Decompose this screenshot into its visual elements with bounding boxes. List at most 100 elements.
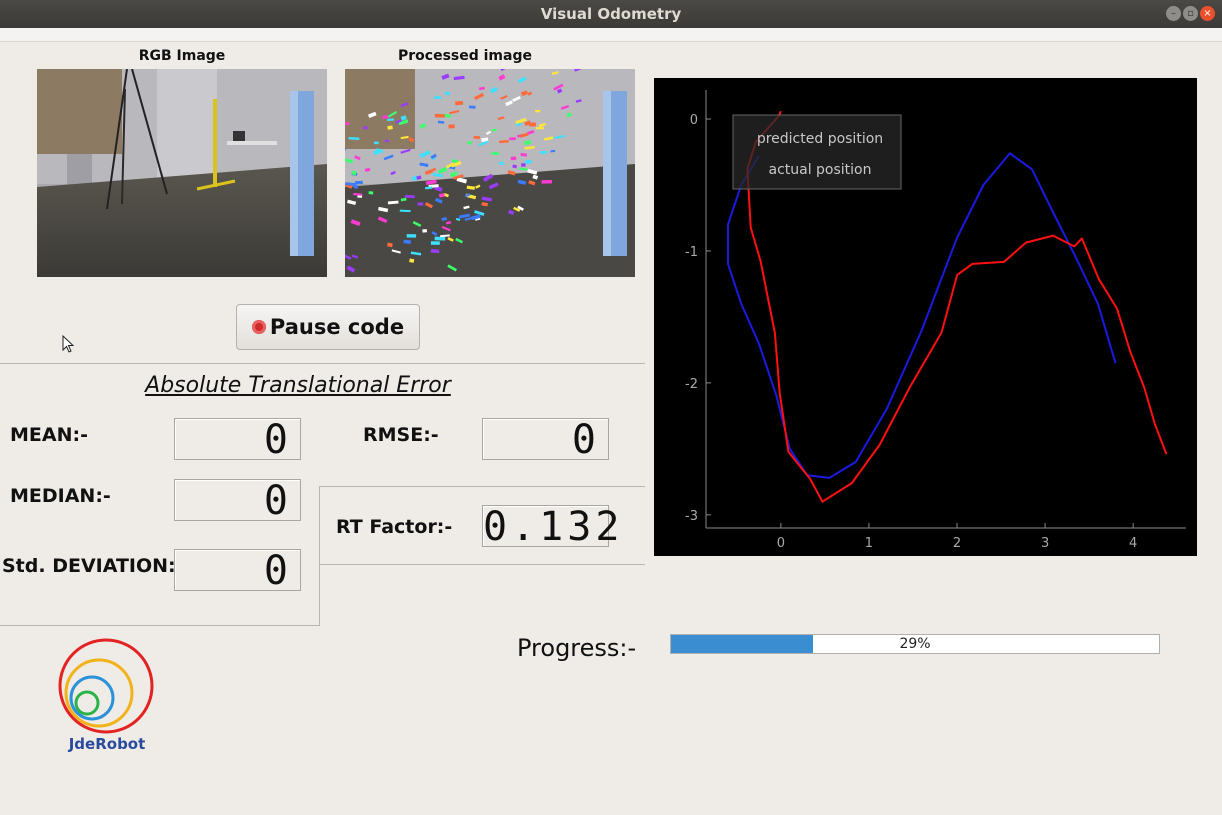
feature-mark xyxy=(527,168,538,175)
median-label: MEDIAN:- xyxy=(10,485,111,507)
window-title: Visual Odometry xyxy=(540,5,682,23)
feature-mark xyxy=(507,209,515,216)
feature-mark xyxy=(400,115,407,121)
feature-mark xyxy=(532,174,539,180)
feature-mark xyxy=(441,216,447,222)
feature-mark xyxy=(473,135,481,139)
feature-mark xyxy=(498,74,506,81)
feature-mark xyxy=(430,241,440,245)
feature-mark xyxy=(478,140,489,147)
feature-mark xyxy=(475,184,481,189)
feature-mark xyxy=(566,112,572,118)
feature-mark xyxy=(447,264,458,272)
feature-mark xyxy=(451,161,462,168)
feature-mark xyxy=(354,155,361,161)
feature-mark xyxy=(499,139,509,144)
feature-mark xyxy=(449,171,458,178)
feature-mark xyxy=(524,159,532,165)
feature-mark xyxy=(345,158,354,164)
feature-mark xyxy=(512,164,518,169)
close-button[interactable]: × xyxy=(1200,6,1215,21)
x-tick-label: 4 xyxy=(1129,536,1137,551)
feature-mark xyxy=(467,141,472,145)
median-value: 0 xyxy=(174,479,301,522)
feature-mark xyxy=(478,86,485,91)
feature-mark xyxy=(406,234,417,238)
feature-mark xyxy=(404,195,415,198)
progress-fill xyxy=(671,635,813,653)
feature-mark xyxy=(368,111,377,119)
feature-mark xyxy=(375,147,384,154)
feature-mark xyxy=(364,167,371,172)
feature-mark xyxy=(351,170,357,176)
feature-mark xyxy=(425,179,437,186)
feature-mark xyxy=(441,225,451,232)
feature-mark xyxy=(519,167,528,171)
std-deviation-label: Std. DEVIATION:- xyxy=(2,555,184,577)
feature-mark xyxy=(455,100,464,106)
feature-mark xyxy=(560,105,570,110)
feature-mark xyxy=(458,213,471,219)
actual-position-line xyxy=(746,110,1168,503)
feature-mark xyxy=(499,69,510,72)
trajectory-plot[interactable]: 0 1 2 3 4 0 -1 -2 -3 predicted position actual pos… xyxy=(654,78,1197,556)
feature-mark xyxy=(524,120,532,126)
feature-mark xyxy=(345,182,357,187)
feature-mark xyxy=(382,115,389,119)
std-deviation-value: 0 xyxy=(174,549,301,592)
rmse-value: 0 xyxy=(482,418,609,461)
feature-mark xyxy=(417,202,424,206)
feature-mark xyxy=(422,229,428,233)
y-tick-label: -3 xyxy=(685,509,698,524)
minimize-button[interactable]: – xyxy=(1166,6,1181,21)
feature-mark xyxy=(453,75,465,81)
feature-mark xyxy=(521,163,526,167)
divider xyxy=(319,486,320,626)
feature-mark xyxy=(489,86,498,94)
feature-mark xyxy=(517,205,524,211)
feature-mark xyxy=(447,237,454,242)
feature-mark xyxy=(541,180,552,184)
feature-mark xyxy=(438,193,445,198)
feature-mark xyxy=(538,122,546,128)
divider xyxy=(319,564,645,565)
feature-mark xyxy=(574,69,582,72)
feature-mark xyxy=(425,186,433,190)
feature-mark xyxy=(524,145,535,150)
feature-mark xyxy=(550,149,556,153)
title-bar: Visual Odometry – ▫ × xyxy=(0,0,1222,28)
feature-mark xyxy=(400,148,411,154)
feature-mark xyxy=(419,162,429,167)
feature-mark xyxy=(419,150,431,159)
feature-mark xyxy=(398,119,409,126)
rt-factor-label: RT Factor:- xyxy=(336,516,453,538)
feature-mark xyxy=(424,169,433,175)
feature-mark xyxy=(553,134,565,139)
feature-mark xyxy=(469,105,476,109)
feature-mark xyxy=(499,161,504,165)
feature-mark xyxy=(434,236,446,241)
pause-code-label: Pause code xyxy=(269,315,405,339)
feature-mark xyxy=(443,193,449,198)
feature-mark xyxy=(455,237,464,244)
mouse-cursor-icon xyxy=(62,335,75,353)
feature-mark xyxy=(528,180,536,186)
legend-entry: actual position xyxy=(768,162,871,178)
feature-mark xyxy=(575,99,582,103)
feature-mark xyxy=(517,76,527,84)
feature-mark xyxy=(509,137,516,141)
feature-mark xyxy=(473,92,485,101)
feature-mark xyxy=(399,209,411,213)
feature-mark xyxy=(513,206,521,212)
feature-mark xyxy=(347,199,357,206)
pause-code-button[interactable]: Pause code xyxy=(236,304,420,350)
x-tick-label: 1 xyxy=(865,536,873,551)
x-tick-label: 0 xyxy=(777,536,785,551)
feature-mark xyxy=(452,174,464,180)
feature-mark xyxy=(488,182,499,190)
maximize-button[interactable]: ▫ xyxy=(1183,6,1198,21)
feature-mark xyxy=(424,202,433,209)
feature-mark xyxy=(456,177,468,184)
feature-mark xyxy=(517,179,527,185)
feature-mark xyxy=(481,137,489,142)
